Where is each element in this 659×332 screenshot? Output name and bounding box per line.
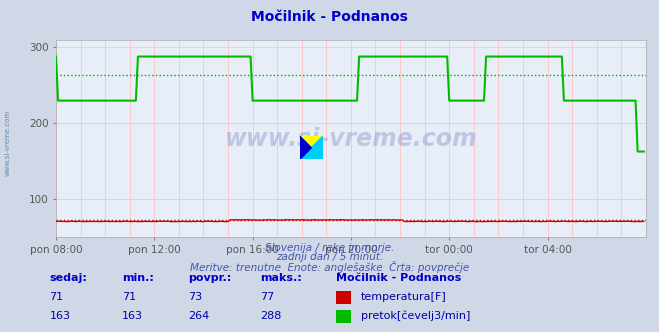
Text: min.:: min.: [122, 273, 154, 283]
Text: www.si-vreme.com: www.si-vreme.com [225, 126, 477, 151]
Text: sedaj:: sedaj: [49, 273, 87, 283]
Text: 73: 73 [188, 292, 202, 302]
Text: 71: 71 [122, 292, 136, 302]
Polygon shape [300, 136, 323, 159]
Text: pretok[čevelj3/min]: pretok[čevelj3/min] [361, 311, 471, 321]
Text: 77: 77 [260, 292, 275, 302]
Text: maks.:: maks.: [260, 273, 302, 283]
Text: temperatura[F]: temperatura[F] [361, 292, 447, 302]
Text: Meritve: trenutne  Enote: anglešaške  Črta: povprečje: Meritve: trenutne Enote: anglešaške Črta… [190, 261, 469, 273]
Text: 264: 264 [188, 311, 209, 321]
Text: 71: 71 [49, 292, 63, 302]
Text: 163: 163 [49, 311, 71, 321]
Text: Slovenija / reke in morje.: Slovenija / reke in morje. [265, 243, 394, 253]
Text: www.si-vreme.com: www.si-vreme.com [5, 110, 11, 176]
Text: 163: 163 [122, 311, 143, 321]
Text: zadnji dan / 5 minut.: zadnji dan / 5 minut. [276, 252, 383, 262]
Polygon shape [300, 136, 312, 159]
Text: 288: 288 [260, 311, 281, 321]
Text: Močilnik - Podnanos: Močilnik - Podnanos [251, 10, 408, 24]
Text: povpr.:: povpr.: [188, 273, 231, 283]
Text: Močilnik - Podnanos: Močilnik - Podnanos [336, 273, 461, 283]
